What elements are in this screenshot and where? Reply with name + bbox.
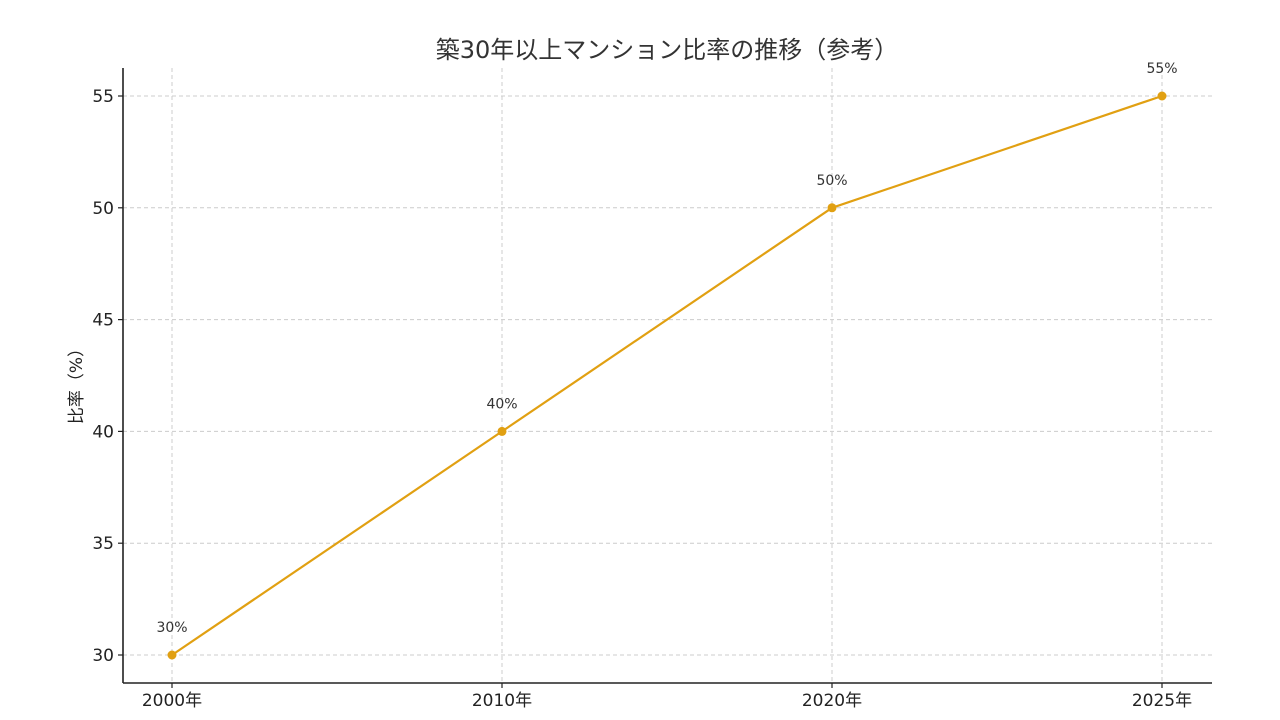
x-tick-label: 2010年 [472, 691, 532, 711]
y-tick-label: 35 [92, 534, 114, 554]
y-axis-ticks: 30 35 40 45 50 55 [92, 87, 123, 666]
data-point-marker [827, 203, 837, 213]
series-line [171, 94, 1163, 656]
y-tick-label: 30 [92, 646, 114, 666]
x-tick-label: 2025年 [1132, 691, 1192, 711]
y-tick-label: 50 [92, 199, 114, 219]
data-point-label: 55% [1146, 61, 1177, 77]
data-point-marker [1157, 91, 1167, 101]
y-axis-label: 比率（%） [67, 340, 87, 424]
grid-lines [123, 68, 1212, 683]
data-point-label: 40% [486, 396, 517, 412]
chart-title: 築30年以上マンション比率の推移（参考） [436, 36, 899, 64]
data-series: 30% 40% 50% 55% [156, 61, 1178, 660]
x-tick-label: 2000年 [142, 691, 202, 711]
data-point-marker [167, 650, 177, 660]
data-point-label: 30% [156, 620, 187, 636]
y-tick-label: 45 [92, 311, 114, 331]
x-axis-ticks: 2000年 2010年 2020年 2025年 [142, 683, 1192, 711]
data-point-marker [497, 426, 507, 436]
y-tick-label: 55 [92, 87, 114, 107]
data-point-label: 50% [816, 173, 847, 189]
x-tick-label: 2020年 [802, 691, 862, 711]
axes [122, 68, 1212, 684]
y-tick-label: 40 [92, 422, 114, 442]
